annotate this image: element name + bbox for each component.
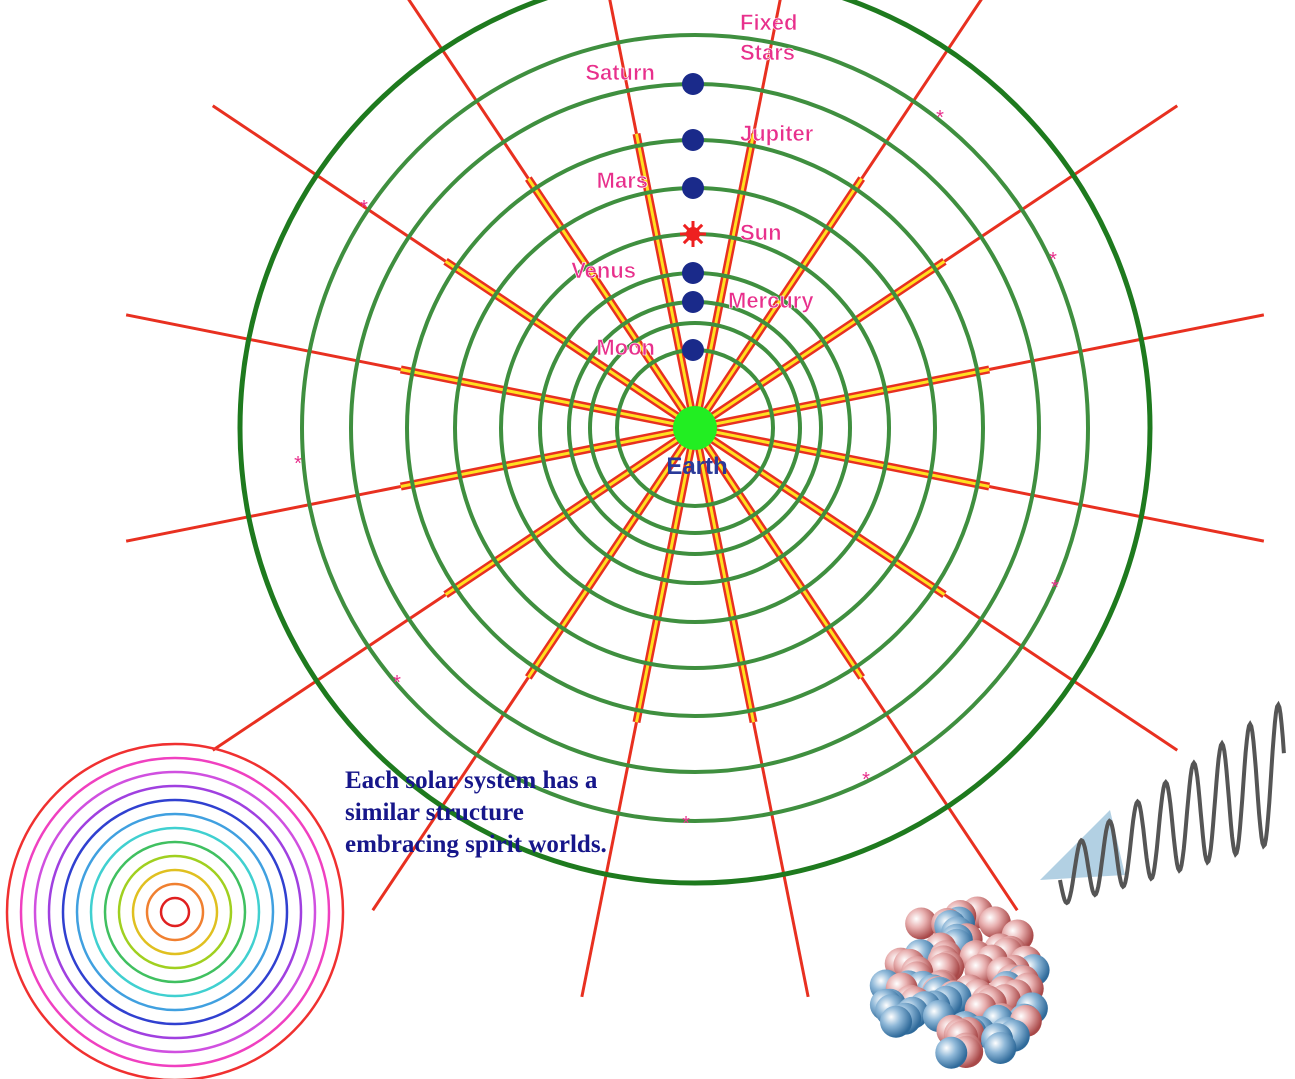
rainbow-ring [61, 798, 289, 1026]
rainbow-ring [159, 896, 191, 928]
rainbow-ring [75, 812, 275, 1012]
ray-core [693, 427, 863, 679]
star-mark: * [1049, 249, 1057, 271]
planet-dot [682, 339, 704, 361]
ray-core [635, 427, 697, 723]
planet-label: Mercury [728, 288, 814, 313]
planet-label: Venus [571, 258, 636, 283]
star-mark: * [936, 107, 944, 129]
nucleon [905, 907, 938, 940]
earth-dot [673, 406, 717, 450]
rainbow-ring [131, 868, 219, 956]
ray-core [693, 427, 755, 723]
ray-core [694, 426, 990, 488]
fixed-stars-label: Stars [740, 40, 795, 65]
ray-core [527, 177, 697, 429]
nucleon [935, 1036, 968, 1069]
rainbow-ring [89, 826, 261, 998]
planet-dot [682, 262, 704, 284]
ray-core [400, 368, 696, 430]
ray-core [694, 260, 946, 430]
rainbow-ring [19, 756, 331, 1068]
rainbow-rings [5, 742, 345, 1079]
planet-label: Jupiter [740, 121, 814, 146]
sun-dot [686, 227, 700, 241]
orbit [588, 321, 802, 535]
ray-core [693, 133, 755, 429]
bodies: Saturn Jupiter Mars Sun Venus Mercury Moon [571, 60, 815, 361]
rainbow-ring [117, 854, 233, 970]
ray-core [444, 426, 696, 596]
planet-dot [682, 177, 704, 199]
planet-label: Sun [740, 220, 782, 245]
ray-core [527, 427, 697, 679]
star-mark: * [1051, 577, 1059, 599]
ray-core [444, 260, 696, 430]
orbit [300, 33, 1090, 823]
planet-label: Saturn [585, 60, 655, 85]
rainbow-ring [103, 840, 247, 984]
rainbow-ring [145, 882, 205, 942]
wave [1058, 700, 1286, 906]
earth-label: Earth [666, 453, 727, 480]
caption-line: embracing spirit worlds. [345, 831, 607, 858]
ray-core [635, 133, 697, 429]
planet-dot [682, 73, 704, 95]
star-mark: * [393, 672, 401, 694]
rainbow-ring [33, 770, 317, 1054]
planet-label: Moon [596, 335, 655, 360]
rainbow-ring [47, 784, 303, 1040]
ray-core [694, 368, 990, 430]
ray-core [694, 426, 946, 596]
star-mark: * [294, 453, 302, 475]
nucleon [984, 1032, 1017, 1065]
planet-dot [682, 129, 704, 151]
planet-dot [682, 291, 704, 313]
caption-line: Each solar system has a [345, 767, 598, 794]
caption-line: similar structure [345, 799, 524, 826]
star-mark: * [862, 769, 870, 791]
nucleus [869, 810, 1125, 1069]
star-mark: * [682, 813, 690, 835]
planet-label: Mars [597, 168, 648, 193]
rainbow-ring [5, 742, 345, 1079]
ray-core [693, 177, 863, 429]
nucleon [880, 1005, 913, 1038]
fixed-stars-label: Fixed [740, 10, 797, 35]
ray-core [400, 426, 696, 488]
star-mark: * [360, 197, 368, 219]
outer-orbit [237, 0, 1153, 886]
